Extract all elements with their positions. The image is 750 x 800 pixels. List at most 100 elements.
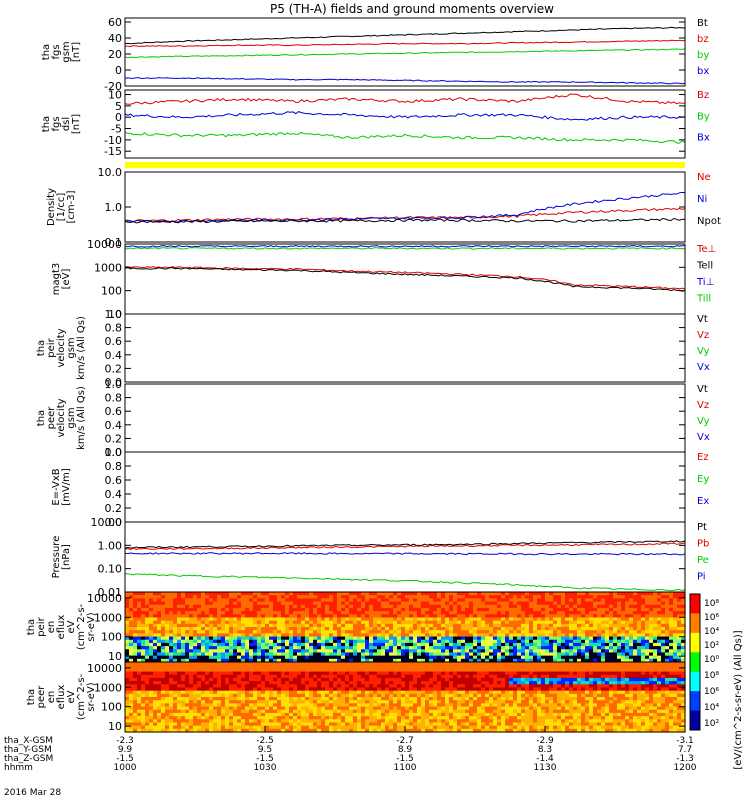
spectrogram-cell (125, 693, 130, 698)
spectrogram-cell (405, 617, 410, 622)
spectrogram-cell (161, 687, 166, 692)
spectrogram-cell (157, 595, 162, 599)
spectrogram-cell (321, 671, 326, 676)
spectrogram-cell (169, 630, 174, 634)
spectrogram-cell (561, 595, 566, 599)
spectrogram-cell (185, 630, 190, 634)
spectrogram-cell (513, 658, 518, 663)
spectrogram-cell (185, 607, 190, 612)
spectrogram-cell (249, 697, 254, 701)
spectrogram-cell (325, 671, 330, 676)
spectrogram-cell (353, 709, 358, 714)
spectrogram-cell (133, 665, 138, 669)
spectrogram-cell (241, 636, 246, 641)
spectrogram-cell (341, 614, 346, 619)
spectrogram-cell (125, 649, 130, 654)
spectrogram-cell (393, 725, 398, 730)
spectrogram-cell (553, 595, 558, 599)
spectrogram-cell (581, 595, 586, 599)
spectrogram-cell (605, 655, 610, 660)
spectrogram-cell (393, 722, 398, 727)
spectrogram-cell (629, 627, 634, 631)
series-line-Bx (124, 111, 686, 121)
spectrogram-cell (385, 697, 390, 701)
spectrogram-cell (337, 700, 342, 704)
spectrogram-cell (605, 649, 610, 654)
spectrogram-cell (409, 607, 414, 612)
spectrogram-cell (665, 646, 670, 650)
spectrogram-cell (289, 671, 294, 676)
spectrogram-cell (305, 687, 310, 692)
spectrogram-cell (389, 658, 394, 663)
spectrogram-cell (237, 703, 242, 708)
spectrogram-cell (185, 700, 190, 704)
spectrogram-cell (141, 649, 146, 654)
spectrogram-cell (409, 652, 414, 657)
spectrogram-cell (513, 620, 518, 625)
spectrogram-cell (345, 620, 350, 625)
spectrogram-cell (137, 617, 142, 622)
spectrogram-cell (221, 662, 226, 666)
spectrogram-cell (425, 655, 430, 660)
ylabel-line: gsm (61, 41, 72, 62)
spectrogram-cell (397, 709, 402, 714)
spectrogram-cell (405, 687, 410, 692)
spectrogram-cell (269, 611, 274, 615)
spectrogram-cell (381, 620, 386, 625)
spectrogram-cell (317, 719, 322, 724)
spectrogram-cell (365, 598, 370, 603)
spectrogram-cell (473, 630, 478, 634)
spectrogram-cell (629, 655, 634, 660)
spectrogram-cell (293, 627, 298, 631)
spectrogram-cell (397, 690, 402, 695)
spectrogram-cell (181, 633, 186, 638)
spectrogram-cell (421, 665, 426, 669)
spectrogram-cell (341, 652, 346, 657)
spectrogram-cell (557, 639, 562, 644)
spectrogram-cell (673, 614, 678, 619)
spectrogram-cell (513, 623, 518, 628)
spectrogram-cell (193, 728, 198, 733)
spectrogram-cell (553, 658, 558, 663)
spectrogram-cell (321, 681, 326, 685)
spectrogram-cell (213, 712, 218, 717)
spectrogram-cell (609, 627, 614, 631)
spectrogram-cell (645, 627, 650, 631)
spectrogram-cell (581, 636, 586, 641)
spectrogram-cell (261, 623, 266, 628)
spectrogram-cell (393, 646, 398, 650)
spectrogram-cell (657, 655, 662, 660)
spectrogram-cell (533, 646, 538, 650)
spectrogram-cell (405, 712, 410, 717)
spectrogram-cell (353, 639, 358, 644)
spectrogram-cell (457, 595, 462, 599)
spectrogram-cell (417, 728, 422, 733)
spectrogram-cell (453, 658, 458, 663)
spectrogram-cell (601, 614, 606, 619)
spectrogram-cell (233, 690, 238, 695)
spectrogram-cell (605, 620, 610, 625)
spectrogram-cell (209, 662, 214, 666)
spectrogram-cell (141, 652, 146, 657)
spectrogram-cell (365, 719, 370, 724)
spectrogram-cell (473, 595, 478, 599)
spectrogram-cell (425, 633, 430, 638)
spectrogram-cell (421, 709, 426, 714)
spectrogram-cell (537, 611, 542, 615)
spectrogram-cell (281, 709, 286, 714)
spectrogram-cell (305, 611, 310, 615)
spectrogram-cell (421, 639, 426, 644)
spectrogram-cell (137, 719, 142, 724)
spectrogram-cell (325, 687, 330, 692)
spectrogram-cell (337, 690, 342, 695)
spectrogram-cell (389, 662, 394, 666)
spectrogram-cell (309, 725, 314, 730)
spectrogram-cell (417, 592, 422, 596)
spectrogram-cell (633, 620, 638, 625)
ytick-label: 0.10 (98, 563, 123, 576)
spectrogram-cell (217, 604, 222, 609)
spectrogram-cell (473, 655, 478, 660)
spectrogram-cell (345, 662, 350, 666)
spectrogram-cell (293, 690, 298, 695)
spectrogram-cell (377, 611, 382, 615)
